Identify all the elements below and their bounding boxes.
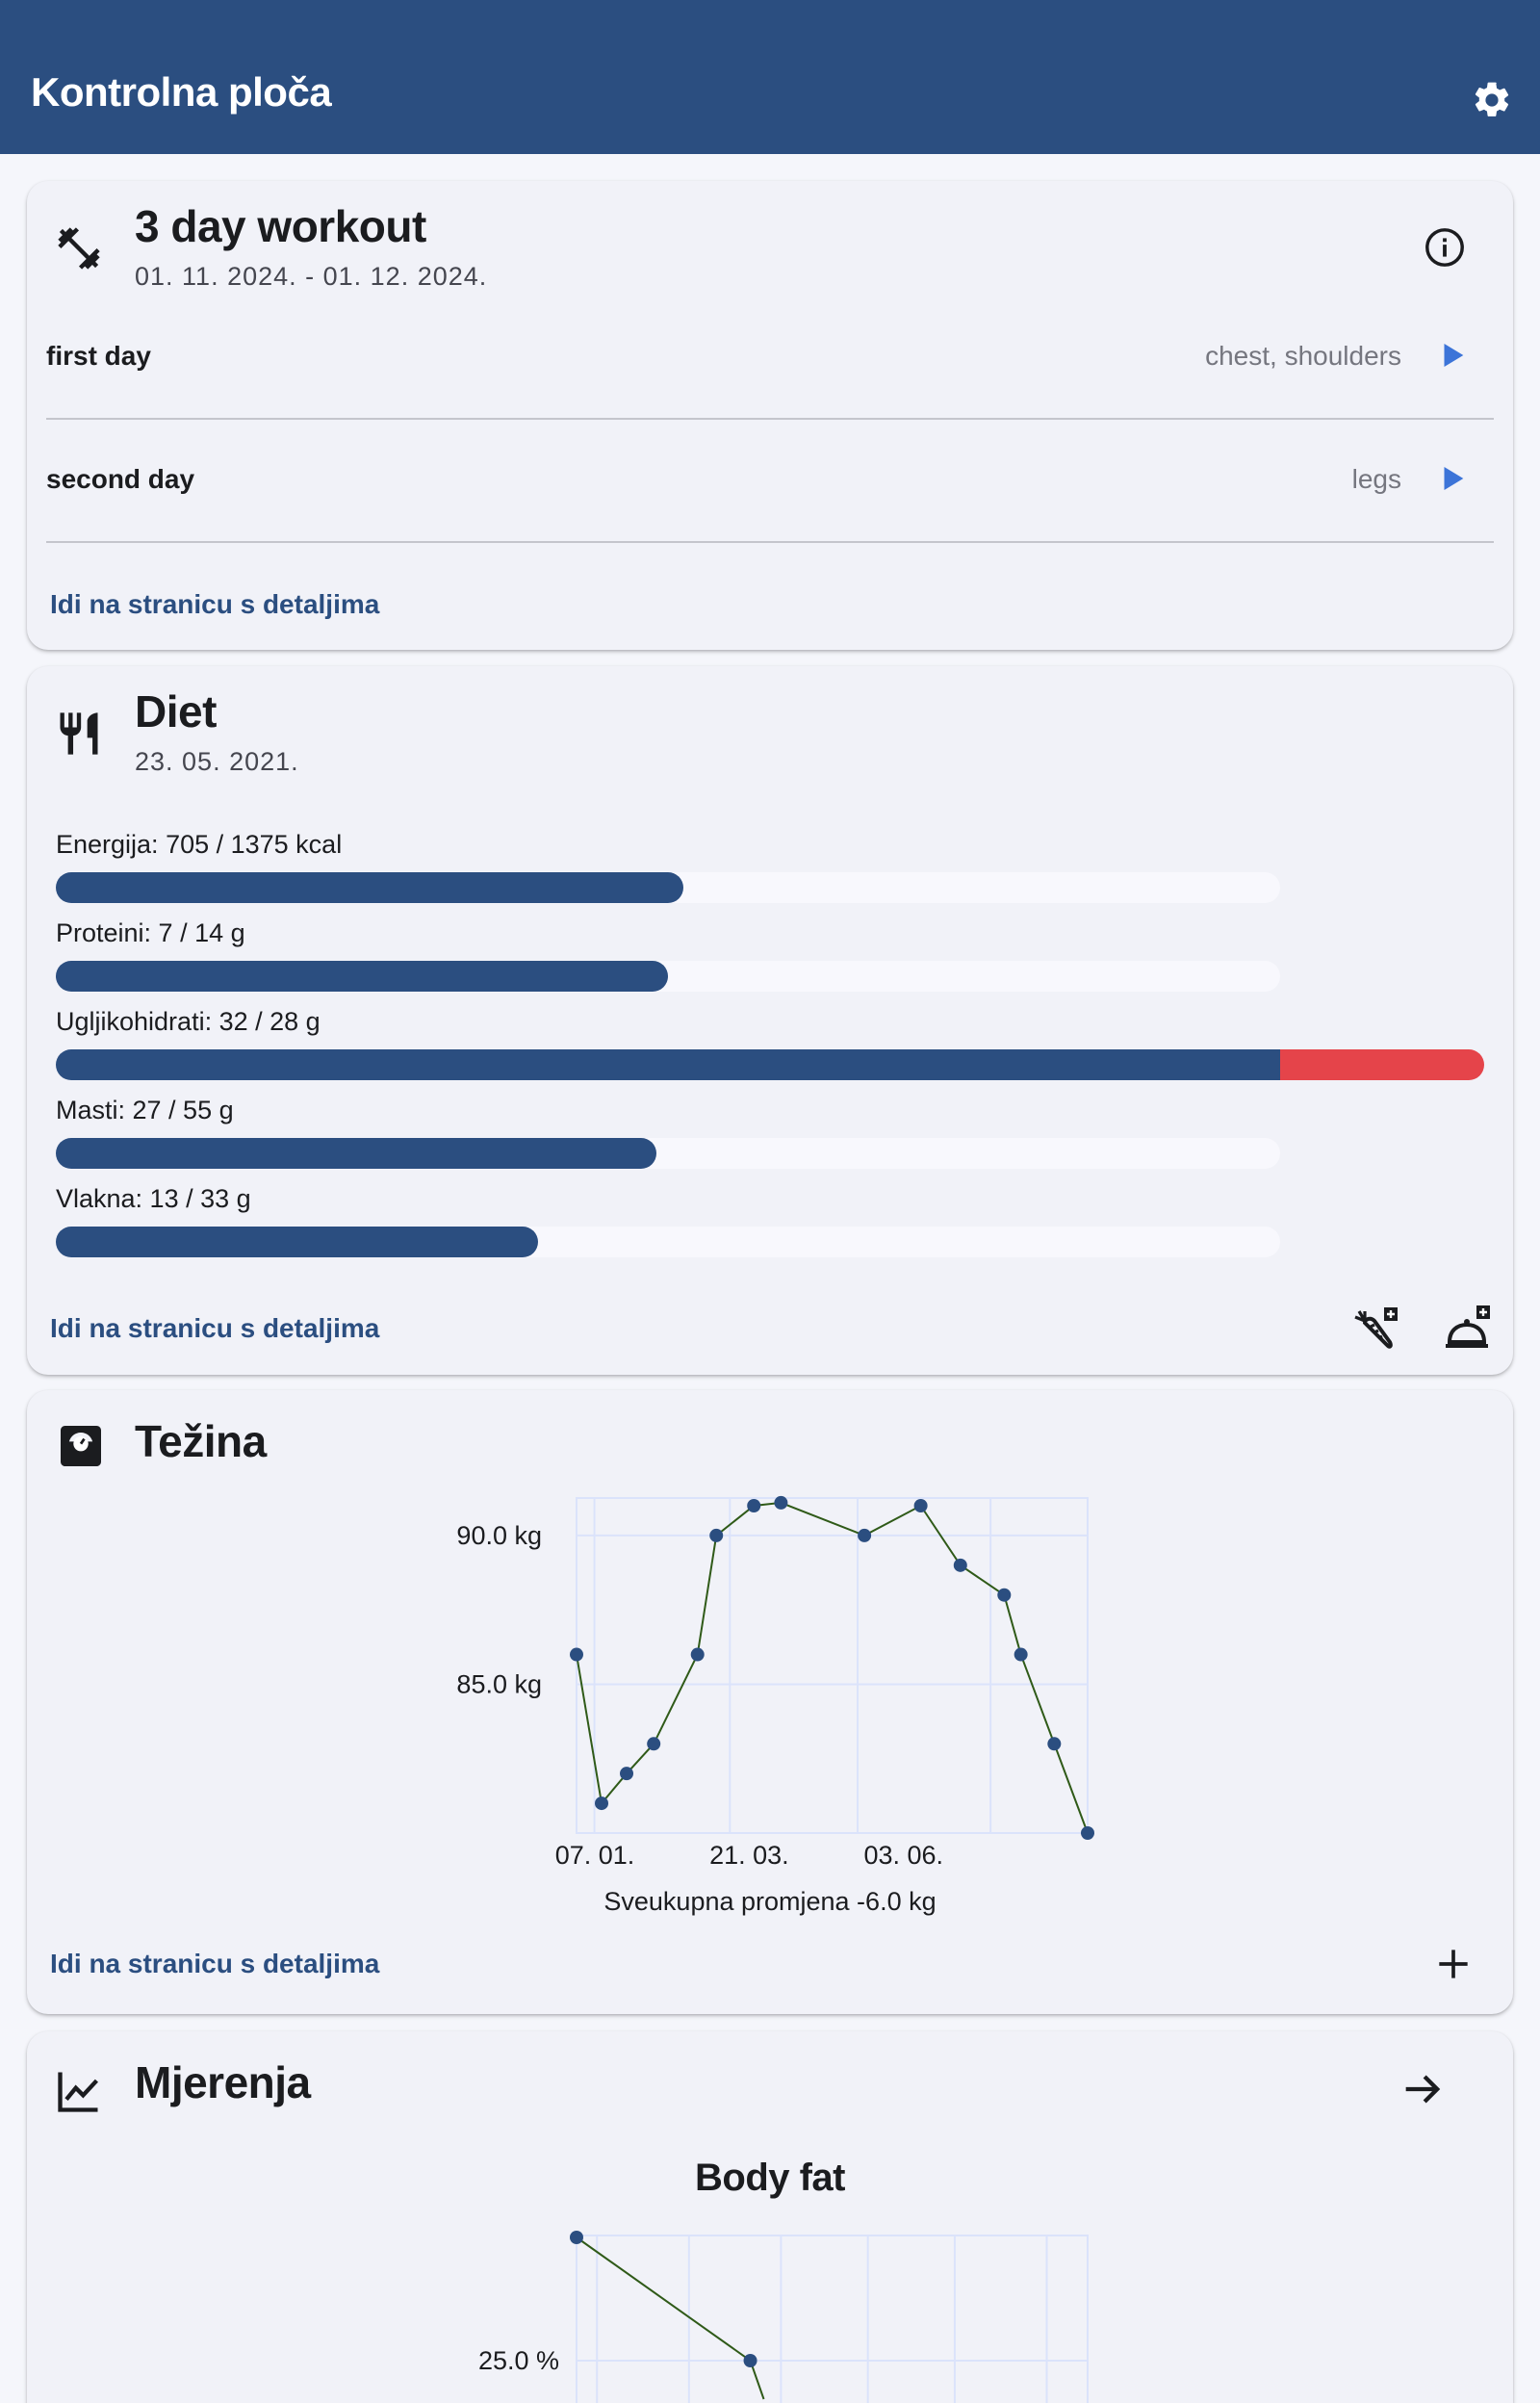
- data-point: [743, 2354, 757, 2367]
- play-icon[interactable]: [1436, 462, 1469, 495]
- data-point: [647, 1737, 661, 1751]
- data-point: [913, 1499, 928, 1512]
- nutrient-progress-bar: [56, 872, 1280, 903]
- nutrient-label: Vlakna: 13 / 33 g: [56, 1184, 251, 1213]
- workout-day-row[interactable]: second day legs: [46, 420, 1494, 543]
- y-tick-label: 85.0 kg: [456, 1669, 542, 1698]
- nutrient-label: Proteini: 7 / 14 g: [56, 918, 245, 947]
- info-icon[interactable]: [1423, 225, 1467, 270]
- workout-day-row[interactable]: first day chest, shoulders: [46, 297, 1494, 420]
- diet-title: Diet: [135, 686, 217, 736]
- diet-details-link[interactable]: Idi na stranicu s detaljima: [50, 1313, 380, 1343]
- nutrient-progress-fill: [56, 961, 668, 992]
- divider: [46, 541, 1494, 543]
- plus-icon[interactable]: [1432, 1943, 1475, 1985]
- x-tick-label: 07. 01.: [555, 1841, 635, 1870]
- workout-details-link[interactable]: Idi na stranicu s detaljima: [50, 589, 380, 619]
- data-point: [858, 1528, 872, 1542]
- weight-title: Težina: [135, 1416, 267, 1466]
- y-tick-label: 25.0 %: [478, 2346, 559, 2375]
- app-bar: Kontrolna ploča: [0, 0, 1540, 154]
- data-point: [709, 1528, 724, 1542]
- chart-frame: [576, 1497, 1089, 1834]
- dumbbell-icon: [58, 227, 100, 270]
- day-muscles: chest, shoulders: [1205, 341, 1401, 371]
- scale-icon: [61, 1426, 101, 1466]
- measurements-title: Mjerenja: [135, 2057, 311, 2107]
- gear-icon[interactable]: [1471, 79, 1513, 121]
- add-ingredient-icon[interactable]: [1348, 1304, 1401, 1357]
- workout-card: 3 day workout 01. 11. 2024. - 01. 12. 20…: [27, 181, 1513, 650]
- nutrient-progress-fill: [56, 1138, 657, 1169]
- day-name: second day: [46, 464, 195, 494]
- x-tick-label: 21. 03.: [709, 1841, 789, 1870]
- day-name: first day: [46, 341, 151, 371]
- nutrient-label: Energija: 705 / 1375 kcal: [56, 830, 343, 859]
- data-point: [997, 1588, 1012, 1602]
- nutrient-progress-bar: [56, 1227, 1280, 1257]
- data-point: [1047, 1737, 1062, 1751]
- cutlery-icon: [60, 712, 98, 755]
- nutrient-label: Ugljikohidrati: 32 / 28 g: [56, 1007, 321, 1036]
- data-point: [690, 1647, 705, 1662]
- nutrient-progress-bar: [56, 1138, 1280, 1169]
- weight-card: Težina 85.0 kg 90.0 kg 07. 01. 21. 03. 03. 0…: [27, 1390, 1513, 2014]
- play-icon[interactable]: [1436, 339, 1469, 372]
- add-meal-icon[interactable]: [1440, 1304, 1494, 1357]
- bodyfat-chart-title: Body fat: [695, 2157, 846, 2199]
- nutrient-progress-bar: [56, 961, 1280, 992]
- data-point: [953, 1558, 967, 1572]
- bodyfat-chart: 25.0 %: [478, 2231, 1089, 2403]
- trending-up-icon: [58, 2072, 99, 2112]
- weight-series-line: [576, 1501, 1089, 1834]
- diet-date: 23. 05. 2021.: [135, 747, 299, 776]
- nutrient-progress-fill: [56, 872, 684, 903]
- nutrient-progress-fill: [56, 1049, 1280, 1080]
- weight-chart: 85.0 kg 90.0 kg 07. 01. 21. 03. 03. 06.: [456, 1495, 1094, 1870]
- data-point: [595, 1796, 609, 1811]
- weight-details-link[interactable]: Idi na stranicu s detaljima: [50, 1949, 380, 1978]
- x-tick-label: 03. 06.: [863, 1841, 943, 1870]
- chart-frame: [576, 2235, 1089, 2403]
- nutrient-label: Masti: 27 / 55 g: [56, 1096, 234, 1124]
- day-muscles: legs: [1351, 464, 1401, 494]
- workout-dates: 01. 11. 2024. - 01. 12. 2024.: [135, 262, 488, 291]
- y-tick-label: 90.0 kg: [456, 1521, 542, 1550]
- data-point: [747, 1499, 761, 1512]
- divider: [46, 418, 1494, 420]
- measurements-card: Mjerenja Body fat 25.0 %: [27, 2031, 1513, 2403]
- bodyfat-series-line: [576, 2236, 765, 2400]
- nutrient-progress-fill: [56, 1227, 539, 1257]
- data-point: [620, 1767, 634, 1781]
- nutrient-progress-bar: [56, 1049, 1484, 1080]
- workout-title: 3 day workout: [135, 201, 426, 251]
- data-point: [1081, 1826, 1094, 1840]
- data-point: [570, 1647, 583, 1662]
- arrow-right-icon[interactable]: [1398, 2064, 1448, 2114]
- weight-summary: Sveukupna promjena -6.0 kg: [603, 1887, 937, 1916]
- data-point: [570, 2231, 583, 2244]
- diet-card: Diet 23. 05. 2021. Energija: 705 / 1375 …: [27, 666, 1513, 1375]
- data-point: [1014, 1647, 1028, 1662]
- nutrient-overflow-fill: [1278, 1049, 1484, 1080]
- data-point: [774, 1495, 788, 1510]
- page-title: Kontrolna ploča: [31, 69, 332, 115]
